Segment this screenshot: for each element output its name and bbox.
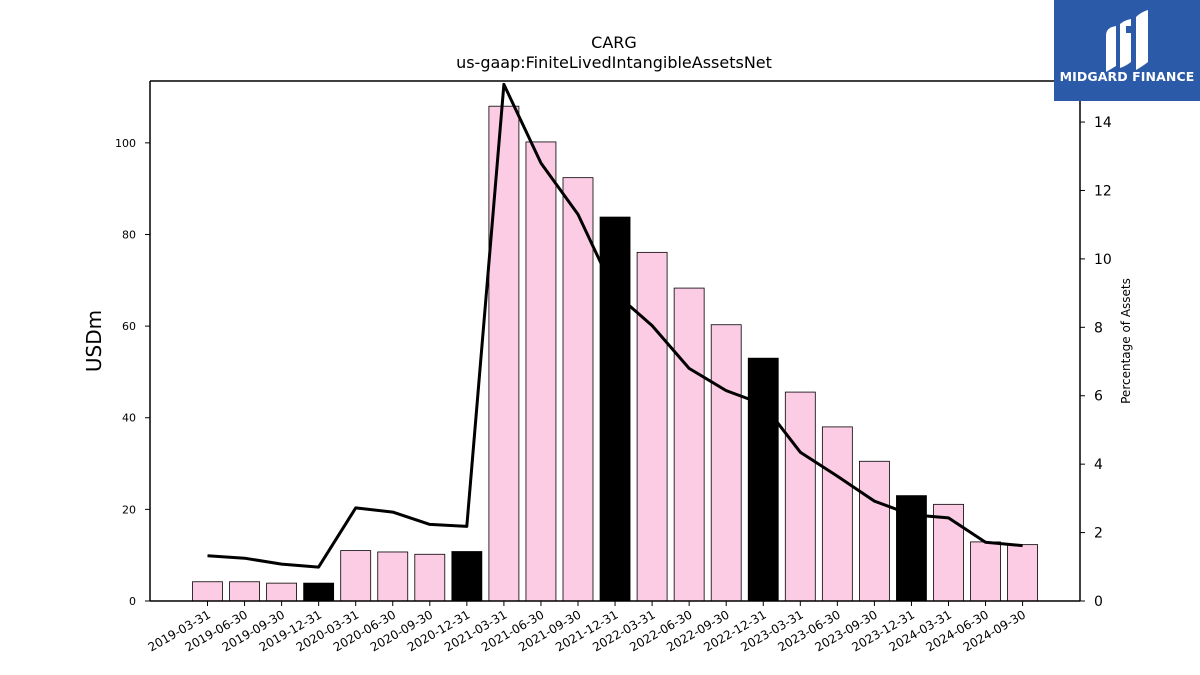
pct-of-assets-line — [207, 82, 1023, 569]
bar — [747, 357, 779, 602]
y-tick-label: 100 — [115, 137, 136, 150]
bar — [192, 581, 223, 602]
bar — [266, 582, 298, 602]
bar — [896, 495, 927, 602]
bar — [377, 551, 409, 602]
bar — [933, 503, 964, 602]
y2-axis-label: Percentage of Assets — [1119, 278, 1133, 404]
y-tick-label: 40 — [122, 412, 136, 425]
y2-tick-label: 6 — [1094, 389, 1103, 405]
bar — [784, 391, 816, 602]
bar — [340, 550, 372, 602]
y-tick-label: 20 — [122, 503, 136, 516]
y2-tick-label: 4 — [1094, 457, 1103, 473]
bar — [710, 324, 742, 602]
bar — [970, 541, 1001, 602]
bar — [229, 581, 260, 602]
bar — [821, 426, 853, 602]
bar — [599, 216, 631, 602]
chart-title: CARG — [591, 33, 637, 52]
y2-tick-label: 10 — [1094, 252, 1112, 268]
chart-subtitle: us-gaap:FiniteLivedIntangibleAssetsNet — [456, 53, 772, 72]
bar — [303, 582, 335, 602]
y-tick-label: 80 — [122, 228, 136, 241]
y-tick-label: 0 — [129, 595, 136, 608]
y-axis-label: USDm — [82, 310, 106, 372]
y2-tick-label: 2 — [1094, 526, 1103, 542]
bar — [636, 251, 668, 602]
brand-logo: MIDGARD FINANCE — [1054, 0, 1200, 101]
logo-text: MIDGARD FINANCE — [1059, 69, 1195, 84]
logo-mark-icon — [1106, 10, 1148, 72]
bar — [673, 287, 705, 602]
y2-tick-label: 12 — [1094, 183, 1112, 199]
plot-area: 020406080100024681012142019-03-312019-06… — [115, 80, 1112, 654]
bar — [451, 551, 483, 602]
bar — [562, 177, 594, 602]
y2-tick-label: 14 — [1094, 115, 1112, 131]
y-tick-label: 60 — [122, 320, 136, 333]
bar — [859, 460, 890, 602]
bar — [1007, 544, 1038, 602]
bar — [414, 553, 446, 602]
bar — [525, 141, 557, 602]
bar — [488, 105, 520, 602]
y2-tick-label: 8 — [1094, 320, 1103, 336]
y2-tick-label: 0 — [1094, 594, 1103, 610]
